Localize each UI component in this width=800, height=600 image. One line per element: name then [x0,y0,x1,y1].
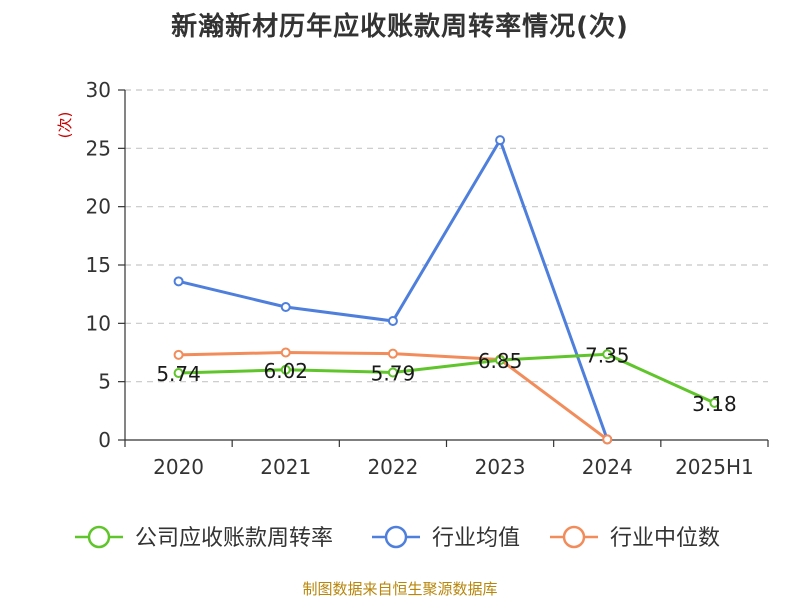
data-point [387,316,398,326]
y-tick-label: 5 [98,370,111,394]
source-note: 制图数据来自恒生聚源数据库 [302,580,498,598]
legend-swatch-marker [384,525,408,549]
data-point [495,135,506,146]
series-layer [173,135,720,445]
x-tick-label: 2023 [475,455,526,479]
data-point [602,349,613,360]
grid-lines [125,89,768,383]
legend-item: 行业中位数 [550,525,720,551]
legend-label: 行业中位数 [610,526,720,551]
data-point [280,364,291,375]
y-tick-label: 0 [98,428,111,452]
legend-label: 行业均值 [432,526,520,551]
legend: 公司应收账款周转率 行业均值 行业中位数 [75,525,720,551]
data-point [280,302,291,312]
data-point [387,367,398,378]
data-point [387,348,398,359]
x-tick-label: 2022 [367,455,418,479]
x-tick-label: 2024 [582,455,633,479]
data-point [280,347,291,358]
data-point [173,349,184,360]
data-label: 3.18 [692,392,737,416]
series-line [178,138,609,440]
data-label: 6.02 [263,359,308,383]
chart-title: 新瀚新材历年应收账款周转率情况(次) [171,12,629,42]
x-tick-label: 2025H1 [675,455,754,479]
data-point [709,397,720,408]
y-tick-label: 10 [86,311,111,335]
axes: 0 5 10 15 20 25 30 2020 2021 2022 2023 2024 2025H1 [86,78,769,479]
data-point [495,355,506,366]
data-point [173,276,184,287]
legend-swatch-marker [87,525,111,549]
legend-item: 行业均值 [372,525,520,551]
y-tick-label: 20 [86,195,111,219]
data-point [602,434,613,445]
legend-item: 公司应收账款周转率 [75,525,333,551]
legend-label: 公司应收账款周转率 [135,526,333,551]
y-axis-unit-label: (次) [56,112,74,139]
legend-swatch-marker [562,525,586,549]
data-label: 6.85 [478,349,523,373]
y-tick-label: 15 [86,253,111,277]
x-tick-label: 2021 [260,455,311,479]
y-tick-label: 30 [86,78,111,102]
data-label: 7.35 [585,343,630,367]
x-tick-label: 2020 [153,455,204,479]
series-line [178,352,716,405]
data-label: 5.74 [156,362,201,386]
y-tick-label: 25 [86,136,111,160]
data-labels: 5.74 6.02 5.79 6.85 7.35 3.18 [156,343,736,416]
data-point [173,368,184,379]
data-label: 5.79 [371,361,416,385]
